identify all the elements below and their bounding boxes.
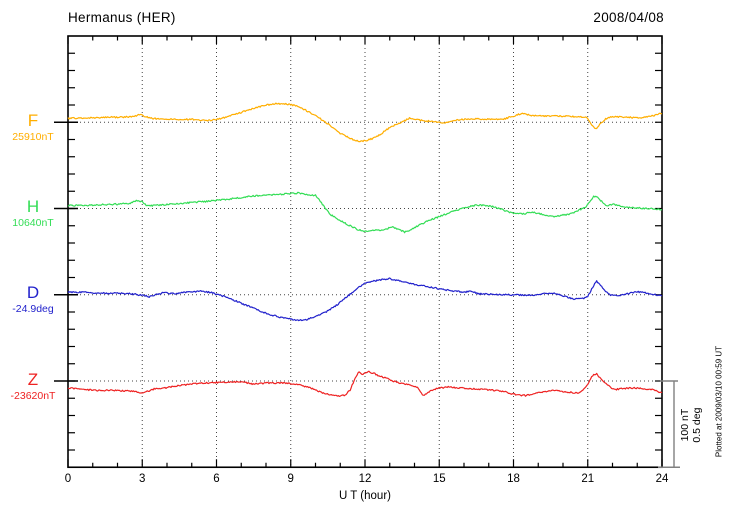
scale-bar-line-nt: 100 nT (678, 408, 691, 442)
date-label: 2008/04/08 (593, 10, 664, 25)
x-tick-label-12: 12 (358, 473, 372, 485)
x-tick-label-0: 0 (64, 473, 72, 485)
series-letter-H: H (26, 197, 40, 216)
series-letter-F: F (27, 111, 39, 130)
series-label-Z: Z -23620nT (2, 371, 64, 402)
trace-F (67, 102, 663, 143)
series-value-D: -24.9deg (12, 303, 54, 315)
series-value-H: 10640nT (12, 217, 54, 229)
x-tick-label-24: 24 (655, 473, 669, 485)
scale-bar-line-deg: 0.5 deg (691, 407, 703, 443)
x-gridlines (141, 36, 589, 468)
station-title: Hermanus (HER) (68, 10, 176, 25)
x-tick-label-6: 6 (213, 473, 220, 485)
trace-H (67, 191, 663, 234)
series-label-D: D -24.9deg (2, 284, 64, 315)
x-tick-label-3: 3 (139, 473, 146, 485)
scale-bar-label: 100 nT 0.5 deg (679, 375, 703, 475)
scale-bar (658, 380, 680, 468)
series-value-F: 25910nT (12, 131, 54, 143)
x-tick-label-9: 9 (287, 473, 294, 485)
trace-D (67, 277, 663, 322)
x-tick-label-15: 15 (432, 473, 446, 485)
plotted-at-footnote: Plotted at 2009/03/10 00:59 UT (714, 345, 724, 458)
series-letter-Z: Z (27, 370, 39, 389)
x-axis-title: U T (hour) (339, 490, 391, 502)
series-value-Z: -23620nT (10, 390, 56, 402)
plot-frame (67, 35, 663, 469)
series-label-H: H 10640nT (2, 198, 64, 229)
axis-ticks (67, 36, 663, 468)
trace-Z (67, 370, 663, 397)
x-tick-label-21: 21 (581, 473, 595, 485)
series-baselines (54, 121, 662, 382)
x-tick-label-18: 18 (507, 473, 520, 485)
series-letter-D: D (26, 283, 40, 302)
series-label-F: F 25910nT (2, 112, 64, 143)
